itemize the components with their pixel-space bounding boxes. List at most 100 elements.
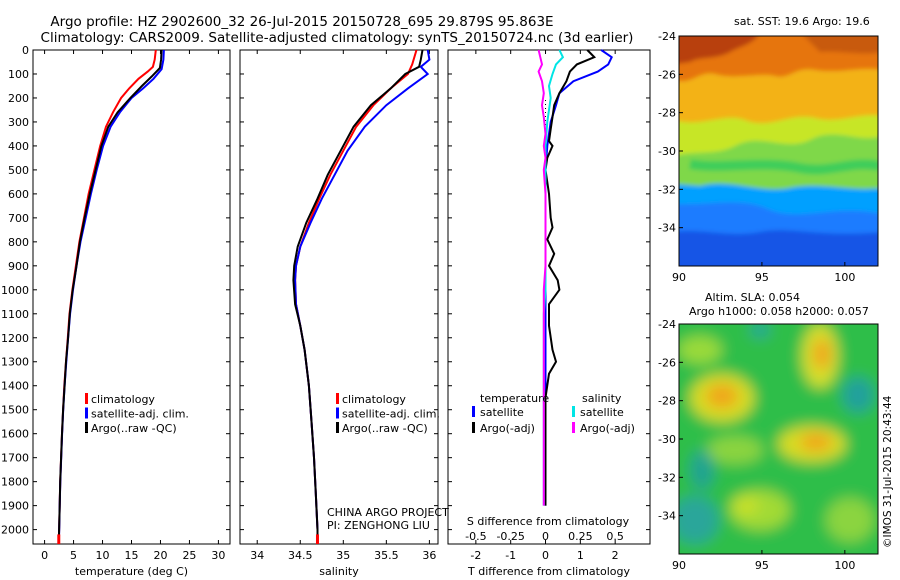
legend-swatch — [85, 393, 88, 404]
temperature-profile-panel: 0100200300400500600700800900100011001200… — [1, 44, 231, 578]
top-axis-label: S difference from climatology — [467, 515, 630, 528]
series-line-argo-adj- — [544, 49, 597, 506]
y-tick-label: 1900 — [1, 500, 29, 513]
y-tick-label: 800 — [8, 236, 29, 249]
map-y-tick-label: -24 — [658, 30, 676, 43]
sla-field — [679, 324, 878, 554]
difference-profile-panel: -2 -1 0 1 2 T difference from climatology S di… — [447, 49, 651, 578]
map-x-tick-label: 90 — [672, 271, 686, 284]
x-tick-label: 15 — [125, 549, 139, 562]
y-tick-label: 1800 — [1, 476, 29, 489]
credit-project: CHINA ARGO PROJECT — [327, 506, 449, 519]
sst-map-panel: sat. SST: 19.6 Argo: 19.6 90 95 100 -24 -26 -… — [658, 15, 879, 284]
legend-label: Argo(..raw -QC) — [91, 422, 177, 435]
y-tick-label: 1700 — [1, 452, 29, 465]
map-x-tick-label: 100 — [834, 271, 855, 284]
sla-map-subtitle: Argo h1000: 0.058 h2000: 0.057 — [689, 305, 869, 318]
x-tick-label: 2 — [612, 549, 619, 562]
map-x-tick-label: 90 — [672, 559, 686, 572]
map-y-tick-label: -28 — [658, 107, 676, 120]
figure-title-line2: Climatology: CARS2009. Satellite-adjuste… — [41, 30, 634, 46]
series-line-argo-adj- — [537, 49, 547, 506]
x-tick-label: 10 — [96, 549, 110, 562]
legend-label: Argo(-adj) — [480, 422, 535, 435]
y-tick-label: 500 — [8, 164, 29, 177]
credit-pi: PI: ZENGHONG LIU — [327, 519, 430, 532]
legend-label: satellite — [580, 406, 624, 419]
x-tick-label: 25 — [182, 549, 196, 562]
legend-swatch — [572, 422, 575, 433]
s-tick-label: -0.5 — [465, 530, 486, 543]
x-tick-label: 20 — [153, 549, 167, 562]
x-tick-label: 30 — [211, 549, 225, 562]
legend-swatch — [336, 407, 339, 419]
legend-swatch — [572, 406, 575, 417]
legend-swatch — [472, 422, 475, 433]
s-tick-label: -0.25 — [496, 530, 524, 543]
legend-swatch — [85, 422, 88, 433]
map-y-tick-label: -26 — [658, 356, 676, 369]
y-tick-label: 1200 — [1, 332, 29, 345]
map-y-tick-label: -34 — [658, 510, 676, 523]
y-tick-label: 1600 — [1, 428, 29, 441]
y-tick-label: 1500 — [1, 404, 29, 417]
x-tick-label: 34 — [250, 549, 264, 562]
series-line-argo-raw-qc- — [57, 49, 163, 545]
x-tick-label: -2 — [470, 549, 481, 562]
salinity-profile-panel: 34 34.5 35 35.5 36 salinity climatology satelli… — [239, 49, 440, 578]
x-axis-label: T difference from climatology — [467, 565, 630, 578]
series-line-satellite-adj-clim- — [57, 49, 165, 545]
s-tick-label: 0 — [542, 530, 549, 543]
legend-label: satellite-adj. clim. — [91, 408, 189, 421]
map-y-tick-label: -34 — [658, 222, 676, 235]
map-x-tick-label: 100 — [834, 559, 855, 572]
x-tick-label: 0 — [542, 549, 549, 562]
map-x-tick-label: 95 — [755, 271, 769, 284]
x-tick-label: 1 — [577, 549, 584, 562]
map-y-tick-label: -28 — [658, 395, 676, 408]
legend-header-salinity: salinity — [582, 392, 622, 405]
y-tick-label: 2000 — [1, 524, 29, 537]
series-line-satellite — [542, 49, 565, 506]
x-tick-label: -1 — [505, 549, 516, 562]
s-tick-label: 0.25 — [568, 530, 593, 543]
x-tick-label: 34.5 — [288, 549, 313, 562]
map-y-tick-label: -26 — [658, 68, 676, 81]
x-tick-label: 5 — [70, 549, 77, 562]
y-tick-label: 700 — [8, 212, 29, 225]
map-y-tick-label: -32 — [658, 471, 676, 484]
sst-field — [679, 36, 878, 266]
y-tick-label: 1300 — [1, 356, 29, 369]
y-tick-label: 100 — [8, 68, 29, 81]
x-tick-label: 35.5 — [374, 549, 399, 562]
legend-label: Argo(-adj) — [580, 422, 635, 435]
axes-frame — [32, 49, 231, 545]
series-line-climatology — [57, 49, 157, 545]
legend-label: climatology — [91, 393, 155, 406]
x-axis-label: temperature (deg C) — [75, 565, 188, 578]
y-tick-label: 1100 — [1, 308, 29, 321]
axes-frame — [447, 49, 651, 545]
x-tick-label: 36 — [422, 549, 436, 562]
sla-map-panel: Altim. SLA: 0.054 Argo h1000: 0.058 h200… — [658, 291, 879, 572]
map-y-tick-label: -30 — [658, 145, 676, 158]
sst-map-title: sat. SST: 19.6 Argo: 19.6 — [734, 15, 870, 28]
legend-swatch — [85, 407, 88, 419]
x-axis-label: salinity — [319, 565, 359, 578]
x-tick-label: 35 — [336, 549, 350, 562]
y-tick-label: 0 — [22, 44, 29, 57]
series-line-argo-raw-qc- — [292, 49, 424, 544]
y-tick-label: 200 — [8, 92, 29, 105]
s-tick-label: 0.5 — [606, 530, 624, 543]
legend-label: satellite — [480, 406, 524, 419]
y-tick-label: 1000 — [1, 284, 29, 297]
y-tick-label: 300 — [8, 116, 29, 129]
sla-map-title: Altim. SLA: 0.054 — [705, 291, 800, 304]
map-x-tick-label: 95 — [755, 559, 769, 572]
y-tick-label: 400 — [8, 140, 29, 153]
legend-swatch — [472, 406, 475, 417]
axes-frame — [239, 49, 439, 545]
imos-stamp: ©IMOS 31-Jul-2015 20:43:44 — [882, 395, 894, 548]
figure-title-line1: Argo profile: HZ 2902600_32 26-Jul-2015 … — [50, 14, 553, 30]
map-y-tick-label: -30 — [658, 433, 676, 446]
